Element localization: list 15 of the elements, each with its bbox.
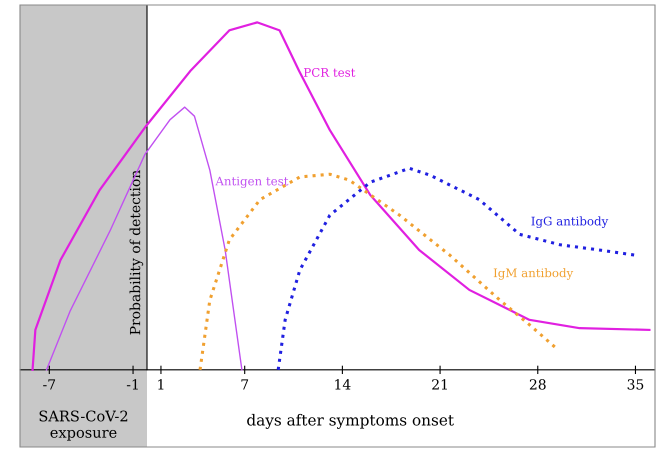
series-label: IgG antibody	[531, 216, 608, 228]
x-tick-label: -1	[126, 379, 138, 390]
x-tick-label: 1	[158, 379, 164, 390]
x-tick-label: -7	[43, 379, 56, 390]
series-label: IgM antibody	[494, 268, 574, 280]
series-label: Antigen test	[215, 176, 288, 188]
x-tick-label: 7	[241, 379, 248, 390]
x-tick-label: 14	[335, 379, 351, 390]
x-axis-title: days after symptoms onset	[247, 414, 454, 429]
series-label: PCR test	[304, 68, 356, 77]
x-tick-label: 35	[628, 379, 644, 390]
x-tick-label: 21	[432, 379, 447, 390]
y-axis-title: Probability of detection	[130, 170, 144, 335]
band-label: SARS-CoV-2 exposure	[40, 410, 128, 441]
x-tick-label: 28	[530, 379, 546, 390]
